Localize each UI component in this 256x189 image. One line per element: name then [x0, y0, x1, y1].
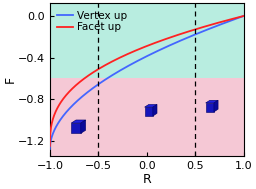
Polygon shape	[81, 120, 86, 133]
Polygon shape	[206, 100, 218, 103]
Legend: Vertex up, Facet up: Vertex up, Facet up	[55, 9, 129, 34]
Line: Facet up: Facet up	[50, 16, 244, 146]
Bar	[50, 3, 244, 78]
Line: Vertex up: Vertex up	[50, 16, 244, 149]
Y-axis label: F: F	[4, 76, 16, 83]
Vertex up	[142, 57, 145, 59]
Polygon shape	[71, 120, 86, 123]
Polygon shape	[71, 123, 81, 133]
Vertex up	[238, 16, 241, 19]
Vertex up	[140, 57, 143, 60]
Facet up	[242, 15, 245, 17]
Vertex up	[153, 51, 156, 53]
Vertex up	[164, 46, 167, 49]
Facet up	[48, 145, 51, 147]
Polygon shape	[206, 103, 214, 112]
Polygon shape	[214, 100, 218, 112]
Facet up	[142, 46, 145, 49]
Facet up	[207, 24, 210, 26]
Facet up	[140, 47, 143, 49]
Vertex up	[207, 28, 210, 30]
Bar	[50, 78, 244, 156]
Polygon shape	[145, 107, 153, 116]
X-axis label: R: R	[142, 173, 151, 186]
Vertex up	[48, 148, 51, 150]
Facet up	[238, 16, 241, 18]
Facet up	[164, 38, 167, 40]
Vertex up	[242, 15, 245, 17]
Polygon shape	[153, 105, 157, 116]
Facet up	[153, 42, 156, 44]
Polygon shape	[145, 105, 157, 107]
